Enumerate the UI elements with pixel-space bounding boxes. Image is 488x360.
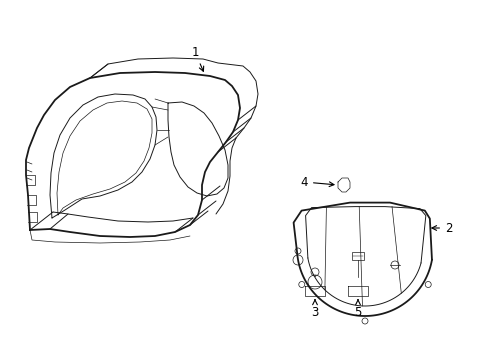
Text: 1: 1 xyxy=(191,45,203,71)
Bar xyxy=(351,252,363,260)
Text: 2: 2 xyxy=(431,221,451,234)
Text: 4: 4 xyxy=(300,176,333,189)
Text: 5: 5 xyxy=(354,300,361,319)
Text: 3: 3 xyxy=(311,300,318,319)
